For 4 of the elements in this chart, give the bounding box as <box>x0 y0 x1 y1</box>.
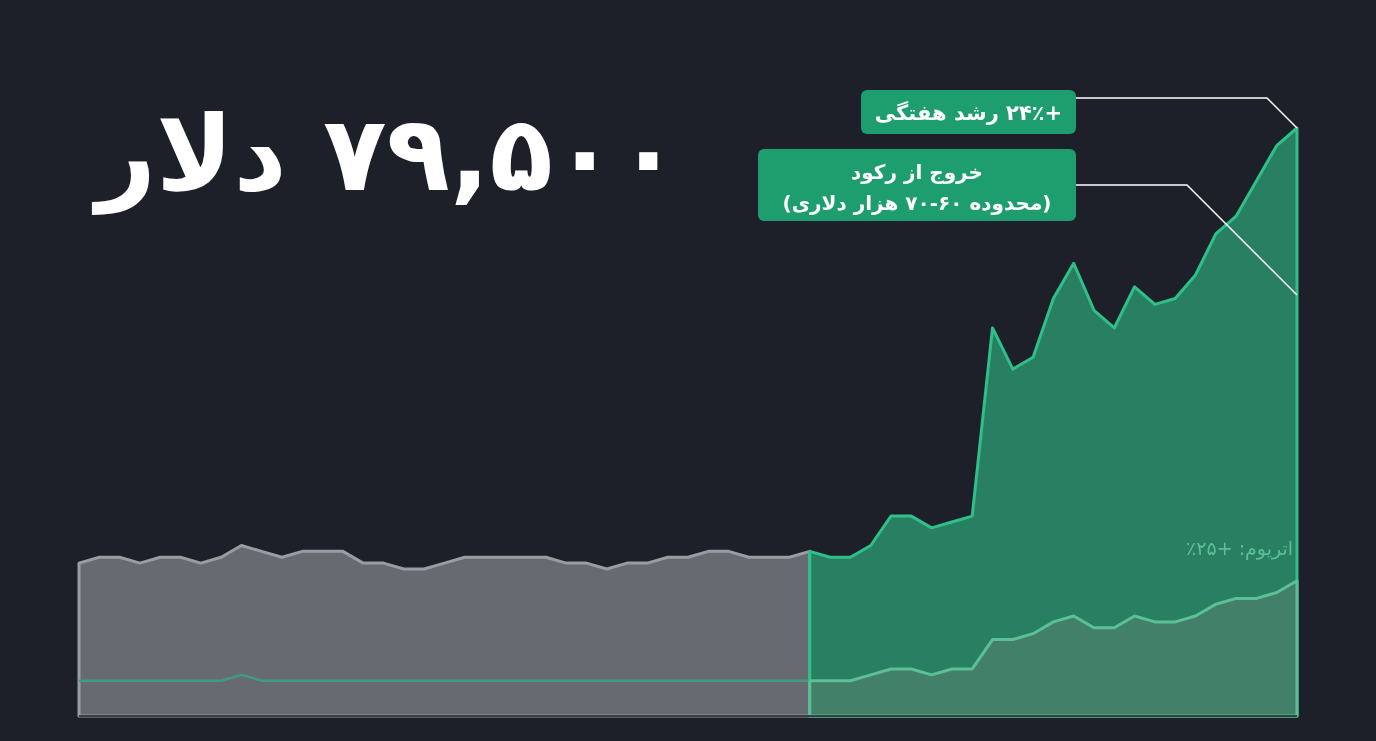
chart-title: ۷۹,۵۰۰ دلار <box>91 93 680 215</box>
annotation: (محدوده ۶۰-۷۰ هزار دلاری) <box>782 191 1052 215</box>
annotation: خروج از رکود <box>851 160 983 184</box>
series-label: اتریوم: +۲۵٪ <box>1186 536 1293 560</box>
